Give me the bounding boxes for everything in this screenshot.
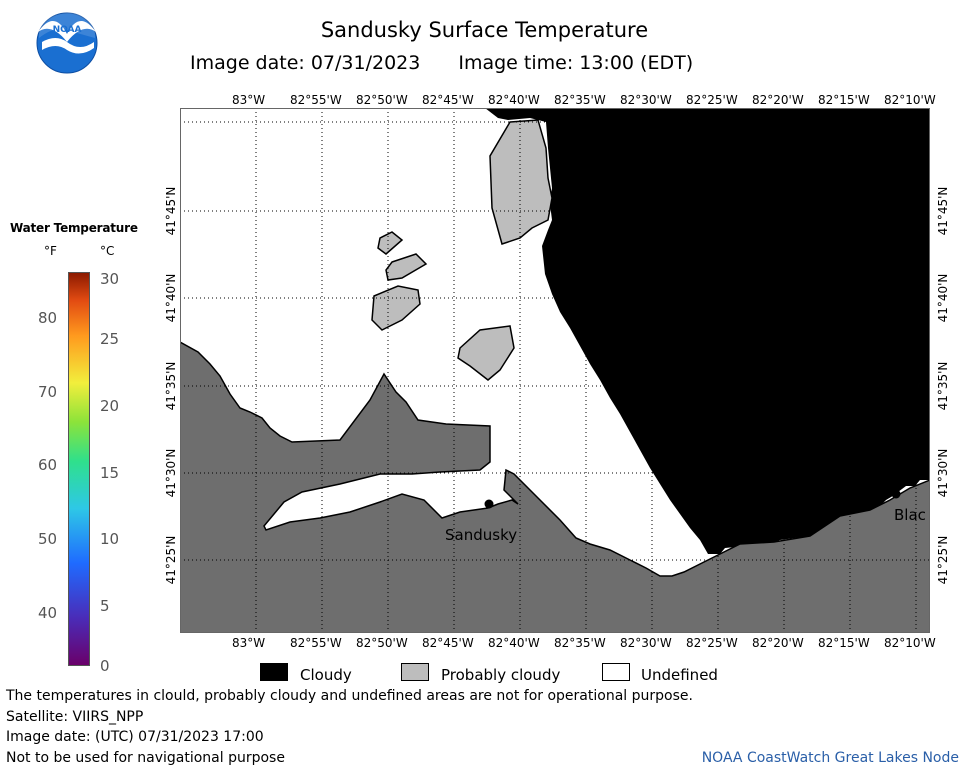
celsius-unit: °C — [100, 244, 115, 258]
lon-label: 83°W — [232, 93, 266, 107]
disclaimer-text: The temperatures in clould, probably clo… — [6, 688, 693, 704]
probably-cloudy-swatch — [401, 663, 429, 681]
f-tick: 60 — [38, 456, 58, 474]
latitude-labels-right: 41°45'N 41°40'N 41°35'N 41°30'N 41°25'N — [936, 187, 950, 585]
lon-label: 82°25'W — [686, 93, 738, 107]
c-tick: 30 — [100, 270, 120, 288]
c-tick: 15 — [100, 464, 120, 482]
probably-cloudy-label: Probably cloudy — [441, 666, 561, 684]
lon-label: 82°55'W — [290, 636, 342, 650]
image-time: Image time: 13:00 (EDT) — [458, 52, 694, 74]
noaa-logo-icon: NOAA — [36, 12, 98, 78]
lat-label: 41°45'N — [936, 187, 950, 236]
lon-label: 82°45'W — [422, 636, 474, 650]
lat-label: 41°35'N — [164, 362, 178, 411]
cloud-mask-probably-cloudy — [489, 119, 553, 245]
credit-text: NOAA CoastWatch Great Lakes Node — [701, 750, 959, 766]
navigation-warning: Not to be used for navigational purpose — [6, 750, 285, 766]
lon-label: 82°50'W — [356, 93, 408, 107]
city-marker-sandusky — [484, 499, 494, 509]
latitude-labels-left: 41°45'N 41°40'N 41°35'N 41°30'N 41°25'N — [164, 187, 178, 585]
c-tick: 25 — [100, 330, 120, 348]
satellite-text: Satellite: VIIRS_NPP — [6, 709, 144, 725]
cloud-mask-probably-cloudy — [377, 231, 404, 255]
lon-label: 82°10'W — [884, 93, 936, 107]
undefined-swatch — [602, 663, 630, 681]
lon-label: 82°15'W — [818, 93, 870, 107]
lon-label: 82°45'W — [422, 93, 474, 107]
legend-title: Water Temperature — [10, 221, 138, 235]
lat-label: 41°25'N — [164, 536, 178, 585]
land-area — [180, 341, 930, 633]
lat-label: 41°40'N — [936, 274, 950, 323]
f-tick: 40 — [38, 604, 58, 622]
c-tick: 10 — [100, 530, 120, 548]
undefined-label: Undefined — [641, 666, 718, 684]
lon-label: 82°40'W — [488, 93, 540, 107]
cloudy-swatch — [260, 663, 288, 681]
f-tick: 50 — [38, 530, 58, 548]
lat-label: 41°25'N — [936, 536, 950, 585]
image-datetime: Image date: 07/31/2023 Image time: 13:00 … — [190, 52, 693, 74]
cloud-mask-probably-cloudy — [457, 325, 515, 381]
temperature-colorbar — [68, 272, 90, 666]
lon-label: 82°35'W — [554, 93, 606, 107]
lon-label: 82°50'W — [356, 636, 408, 650]
lon-label: 82°40'W — [488, 636, 540, 650]
lat-label: 41°30'N — [936, 449, 950, 498]
lat-label: 41°30'N — [164, 449, 178, 498]
lon-label: 82°20'W — [752, 93, 804, 107]
c-tick: 5 — [100, 597, 110, 615]
lat-label: 41°45'N — [164, 187, 178, 236]
cloudy-label: Cloudy — [300, 666, 352, 684]
utc-date-text: Image date: (UTC) 07/31/2023 17:00 — [6, 729, 264, 745]
lon-label: 82°10'W — [884, 636, 936, 650]
map-frame — [180, 108, 930, 633]
sst-map: Sandusky Blac — [180, 108, 930, 633]
f-tick: 80 — [38, 309, 58, 327]
cloud-mask-probably-cloudy — [371, 285, 421, 331]
noaa-logo-text: NOAA — [53, 25, 82, 35]
fahrenheit-unit: °F — [44, 244, 57, 258]
c-tick: 20 — [100, 397, 120, 415]
lon-label: 82°20'W — [752, 636, 804, 650]
cloud-mask-cloudy — [485, 108, 930, 554]
lon-label: 82°35'W — [554, 636, 606, 650]
cloud-mask-probably-cloudy — [385, 253, 428, 281]
c-tick: 0 — [100, 657, 110, 675]
f-tick: 70 — [38, 383, 58, 401]
lon-label: 82°30'W — [620, 636, 672, 650]
lon-label: 82°15'W — [818, 636, 870, 650]
lon-label: 82°30'W — [620, 93, 672, 107]
lon-label: 82°55'W — [290, 93, 342, 107]
map-title: Sandusky Surface Temperature — [320, 18, 649, 42]
city-label-sandusky: Sandusky — [445, 526, 517, 544]
lat-label: 41°40'N — [164, 274, 178, 323]
city-label-blac: Blac — [894, 506, 926, 524]
lon-label: 82°25'W — [686, 636, 738, 650]
lat-label: 41°35'N — [936, 362, 950, 411]
lon-label: 83°W — [232, 636, 266, 650]
image-date: Image date: 07/31/2023 — [190, 52, 421, 74]
city-marker-blac — [891, 489, 901, 499]
graticule — [180, 108, 930, 633]
